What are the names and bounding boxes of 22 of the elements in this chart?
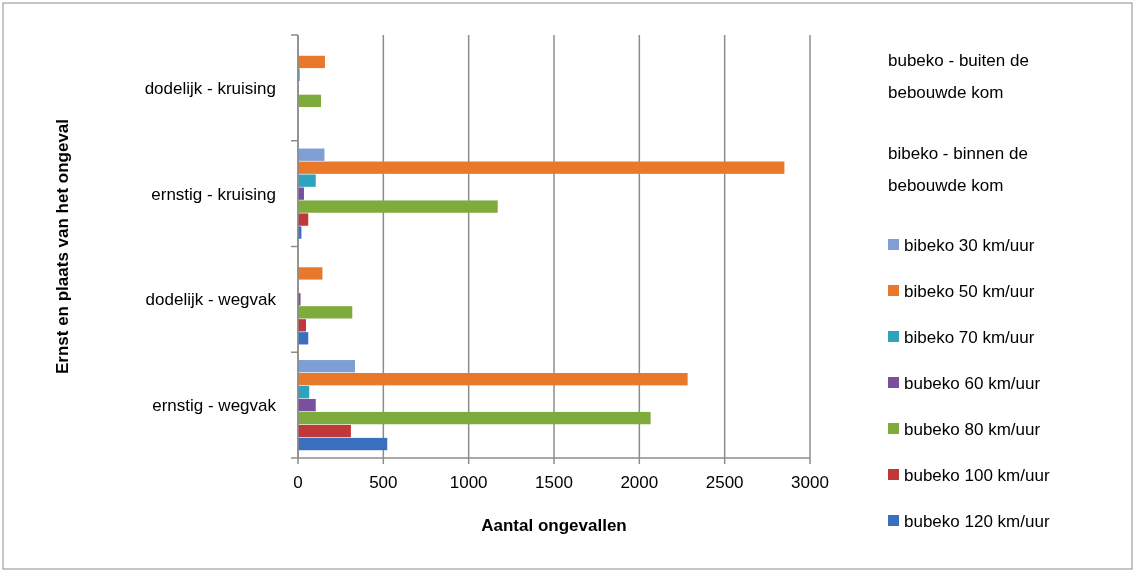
y-tick-label: dodelijk - kruising (144, 78, 276, 98)
legend-label: bubeko 120 km/uur (904, 512, 1050, 531)
x-tick-label: 1000 (449, 473, 488, 492)
x-tick-label: 3000 (791, 473, 829, 492)
legend-label: bibeko 30 km/uur (904, 236, 1035, 255)
text: bibeko - binnen de bebouwde kom (888, 144, 1028, 195)
legend-label: bubeko 60 km/uur (904, 374, 1041, 393)
legend-label: bubeko 100 km/uur (904, 466, 1050, 485)
x-tick-label: 1500 (535, 473, 573, 492)
x-tick-label: 2000 (620, 473, 659, 492)
x-tick-label: 2500 (705, 473, 744, 492)
x-tick-label: 500 (369, 473, 398, 492)
legend-label: bibeko 70 km/uur (904, 328, 1035, 347)
y-tick-label: ernstig - wegvak (152, 396, 277, 416)
legend-label: bibeko 50 km/uur (904, 282, 1035, 301)
y-axis-title: Ernst en plaats van het ongeval (53, 118, 72, 375)
x-axis-title: Aantal ongevallen (481, 516, 627, 535)
text: bubeko - buiten de bebouwde kom (888, 51, 1029, 102)
y-tick-label: dodelijk - wegvak (145, 290, 277, 310)
y-tick-label: ernstig - kruising (151, 184, 276, 204)
legend-label: bubeko 80 km/uur (904, 420, 1041, 439)
x-tick-label: 0 (293, 473, 303, 492)
